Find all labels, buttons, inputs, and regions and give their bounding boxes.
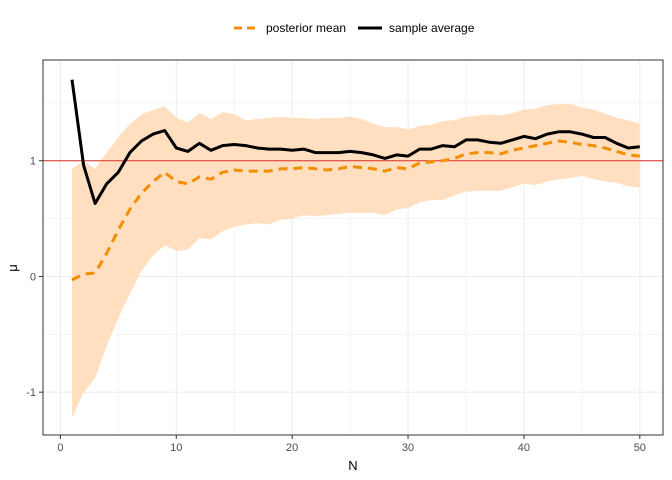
y-tick-label: 0 [30, 271, 36, 283]
x-tick-label: 40 [518, 442, 530, 454]
plot-border [42, 59, 664, 436]
legend: posterior mean sample average [234, 21, 475, 35]
y-tick-label: -1 [26, 387, 36, 399]
x-tick-label: 20 [286, 442, 298, 454]
y-axis: -1 0 1 [26, 156, 43, 399]
x-axis-title: N [348, 458, 357, 473]
x-tick-label: 50 [634, 442, 646, 454]
series-line-posterior-mean [71, 139, 640, 282]
series-line-sample-average [70, 79, 640, 205]
x-tick-label: 10 [170, 442, 182, 454]
y-axis-title: μ [5, 264, 20, 272]
x-tick-label: 30 [402, 442, 414, 454]
x-tick-label: 0 [57, 442, 63, 454]
legend-label-posterior-mean: posterior mean [266, 21, 346, 35]
legend-label-sample-average: sample average [389, 21, 475, 35]
y-tick-label: 1 [30, 156, 36, 168]
x-axis: 0 10 20 30 40 50 [57, 435, 646, 454]
credible-band [72, 104, 640, 418]
